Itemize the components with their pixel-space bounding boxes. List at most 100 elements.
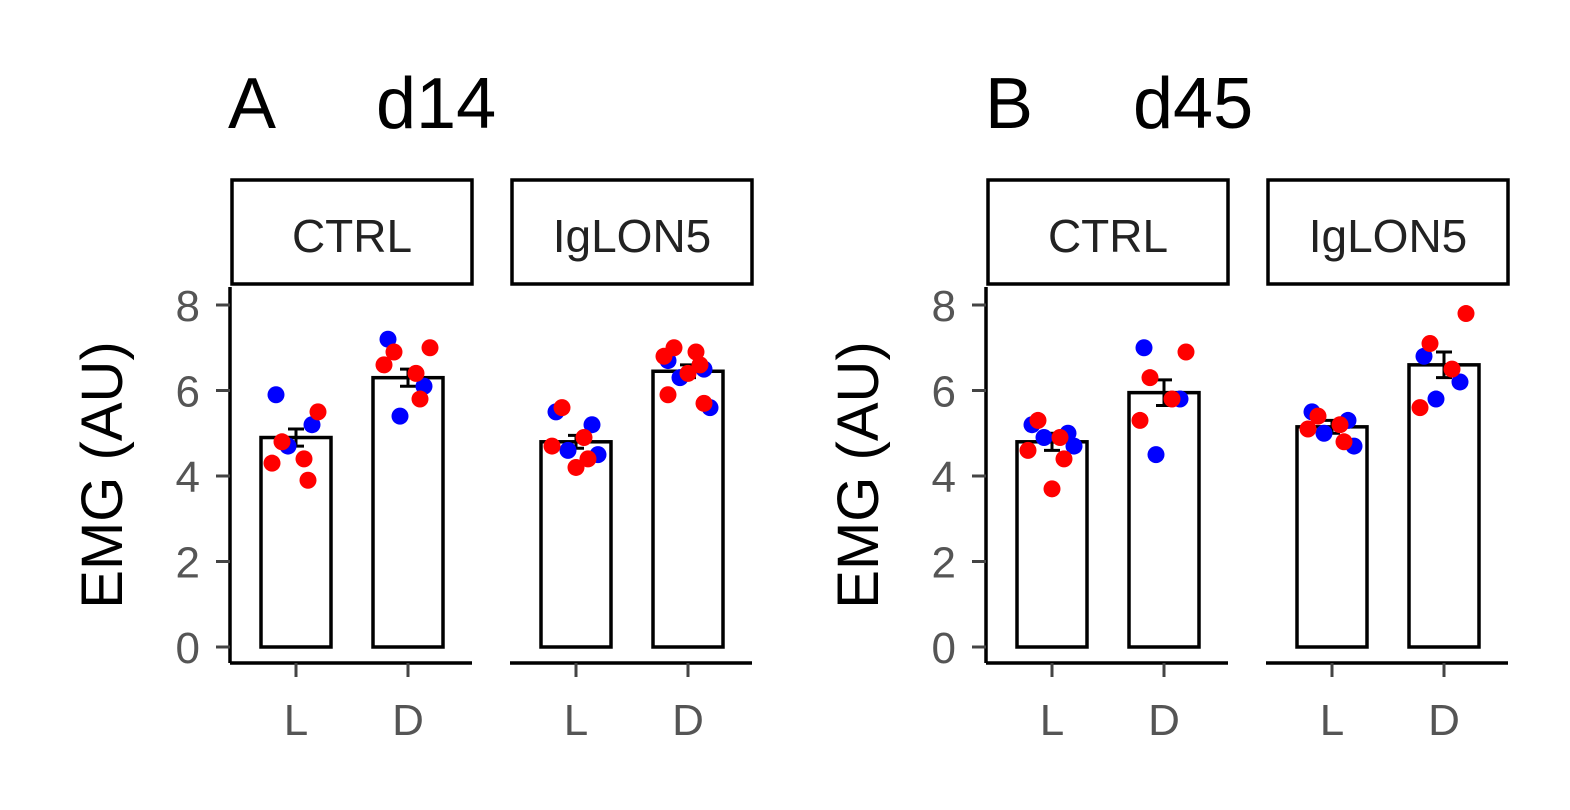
y-tick-label: 2 — [932, 539, 956, 588]
facet-strip-label: IgLON5 — [1309, 210, 1468, 262]
data-point-red — [1043, 480, 1061, 498]
y-tick-label: 0 — [932, 624, 956, 673]
data-point-red — [1177, 343, 1195, 361]
data-point-blue — [379, 330, 397, 348]
x-tick-label: D — [1148, 696, 1180, 745]
x-tick-label: L — [1320, 696, 1344, 745]
data-point-blue — [303, 416, 321, 434]
data-point-red — [1335, 433, 1353, 451]
data-point-blue — [1415, 347, 1433, 365]
data-point-red — [553, 399, 571, 417]
data-point-red — [579, 450, 597, 468]
y-tick-label: 4 — [932, 453, 956, 502]
data-point-blue — [583, 416, 601, 434]
panel-b-facet-iglon5: IgLON5 L D — [1266, 178, 1510, 745]
data-point-red — [695, 394, 713, 412]
bar-l — [1015, 440, 1089, 649]
error-bar — [1436, 350, 1452, 380]
data-point-red — [1055, 450, 1073, 468]
data-point-red — [567, 458, 585, 476]
data-point-red — [295, 450, 313, 468]
facet-strip — [1266, 178, 1510, 286]
y-tick-label: 6 — [176, 368, 200, 417]
data-point-red — [375, 356, 393, 374]
data-point-red — [1411, 399, 1429, 417]
x-tick-label: L — [284, 696, 308, 745]
data-point-blue — [1035, 429, 1053, 447]
x-tick-label: D — [392, 696, 424, 745]
data-point-red — [273, 433, 291, 451]
data-point-red — [691, 356, 709, 374]
bar-l — [259, 435, 333, 649]
panel-b-title: d45 — [1133, 64, 1253, 144]
x-tick-label: D — [1428, 696, 1460, 745]
data-point-red — [411, 390, 429, 408]
panel-a-title: d14 — [376, 64, 496, 144]
data-point-red — [1029, 411, 1047, 429]
bar-l — [1295, 425, 1369, 649]
data-point-blue — [1451, 373, 1469, 391]
data-point-red — [575, 429, 593, 447]
x-tick-label: D — [672, 696, 704, 745]
facet-strip-label: CTRL — [292, 210, 412, 262]
data-point-blue — [1427, 390, 1445, 408]
data-point-red — [385, 343, 403, 361]
data-point-red — [1299, 420, 1317, 438]
panel-a-y-axis-title: EMG (AU) — [70, 341, 135, 608]
data-point-red — [543, 437, 561, 455]
data-point-red — [655, 347, 673, 365]
bar-d — [651, 369, 725, 649]
data-point-blue — [1135, 339, 1153, 357]
data-point-blue — [1065, 437, 1083, 455]
x-tick-label: L — [1040, 696, 1064, 745]
facet-strip-label: CTRL — [1048, 210, 1168, 262]
data-point-red — [1131, 411, 1149, 429]
panel-b-letter: B — [985, 64, 1033, 144]
y-tick-label: 8 — [176, 282, 200, 331]
facet-strip — [510, 178, 754, 286]
y-tick-label: 6 — [932, 368, 956, 417]
data-point-red — [1309, 407, 1327, 425]
data-point-red — [407, 364, 425, 382]
facet-strip-label: IgLON5 — [553, 210, 712, 262]
facet-strip — [986, 178, 1230, 286]
x-tick-label: L — [564, 696, 588, 745]
panel-a-y-ticks: 0 2 4 6 8 — [176, 282, 232, 673]
data-point-blue — [1147, 446, 1165, 464]
panel-a-letter: A — [228, 64, 276, 144]
y-tick-label: 4 — [176, 453, 200, 502]
data-point-red — [1141, 369, 1159, 387]
bar-d — [1127, 390, 1201, 649]
data-point-red — [687, 343, 705, 361]
facet-strip — [230, 178, 474, 286]
data-point-red — [1163, 390, 1181, 408]
data-point-blue — [267, 386, 285, 404]
data-point-red — [659, 386, 677, 404]
y-tick-label: 8 — [932, 282, 956, 331]
data-point-red — [263, 454, 281, 472]
data-point-red — [679, 364, 697, 382]
data-point-red — [421, 339, 439, 357]
data-point-red — [1457, 305, 1475, 323]
y-tick-label: 0 — [176, 624, 200, 673]
data-point-red — [309, 403, 327, 421]
data-point-red — [1443, 360, 1461, 378]
panel-b-facet-ctrl: CTRL L D — [986, 178, 1230, 745]
data-point-red — [1331, 416, 1349, 434]
data-point-red — [299, 471, 317, 489]
bar-d — [371, 375, 445, 649]
data-point-red — [1421, 334, 1439, 352]
y-tick-label: 2 — [176, 539, 200, 588]
bar-l — [539, 440, 613, 649]
panel-a: A d14 EMG (AU) 0 2 4 6 8 CTRL L D IgLON5 L D — [70, 64, 754, 745]
data-point-red — [1019, 441, 1037, 459]
panel-b-y-axis-title: EMG (AU) — [826, 341, 891, 608]
data-point-blue — [559, 441, 577, 459]
panel-a-facet-iglon5: IgLON5 L D — [510, 178, 754, 745]
data-point-blue — [391, 407, 409, 425]
panel-b-y-ticks: 0 2 4 6 8 — [932, 282, 988, 673]
data-point-blue — [415, 377, 433, 395]
panel-a-facet-ctrl: CTRL L D — [230, 178, 474, 745]
data-point-red — [1051, 429, 1069, 447]
